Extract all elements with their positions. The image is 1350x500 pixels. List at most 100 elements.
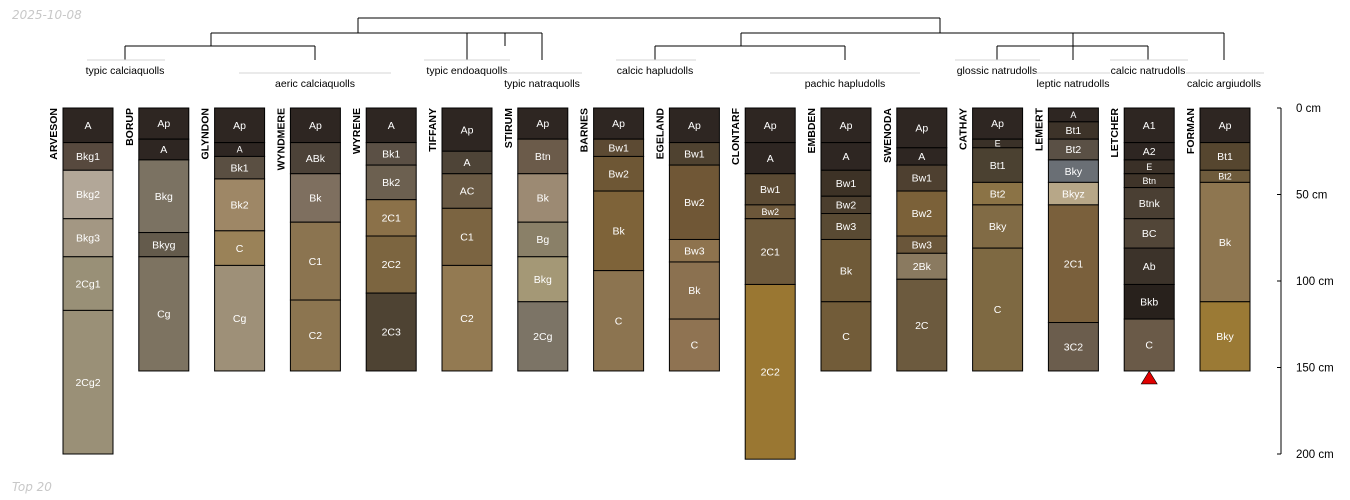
horizon-label: Bw3 [836, 221, 857, 233]
horizon-label: Bw2 [684, 197, 705, 209]
horizon-label: Bw1 [836, 178, 857, 190]
taxon-label: typic natraquolls [504, 78, 580, 90]
profile-name: WYNDMERE [275, 108, 287, 170]
horizon-block [896, 252, 948, 280]
horizon-block [593, 107, 645, 140]
horizon-label: BC [1142, 228, 1157, 240]
horizon-block [289, 173, 341, 223]
horizon-label: C1 [309, 256, 323, 268]
horizon-label: C [842, 331, 850, 343]
date-stamp: 2025-10-08 [12, 8, 82, 22]
horizon-label: ABk [306, 153, 326, 165]
profile-name: ARVESON [48, 108, 60, 160]
taxon-label: aeric calciaquolls [275, 78, 355, 90]
horizon-label: Ap [233, 120, 246, 132]
taxon-label: calcic argiudolls [1187, 78, 1261, 90]
horizon-label: Bk1 [382, 149, 400, 161]
horizon-label: Bt2 [990, 188, 1006, 200]
horizon-label: AC [460, 186, 475, 198]
profile-egeland: EGELAND Ap Bw1 Bw2 Bw3 Bk C [654, 107, 720, 372]
horizon-label: Ap [536, 118, 549, 130]
taxon-label: typic calciaquolls [86, 65, 165, 77]
horizon-label: Bt1 [990, 160, 1006, 172]
horizon-label: A [842, 151, 849, 163]
horizon-label: Bw2 [836, 200, 857, 212]
horizon-label: Bkg [155, 191, 173, 203]
horizon-label: C [1145, 340, 1153, 352]
horizon-block [138, 159, 190, 234]
horizon-label: Bw1 [912, 173, 933, 185]
axis-tick-label: 150 cm [1296, 363, 1334, 375]
profile-letcher: LETCHER A1 A2 E Btn Btnk BC Ab Bkb C [1109, 107, 1175, 372]
horizon-block [214, 264, 266, 372]
profile-name: TIFFANY [427, 108, 439, 152]
profile-glyndon: GLYNDON Ap A Bk1 Bk2 C Cg [200, 107, 266, 372]
warning-triangle-icon [1140, 370, 1158, 385]
horizon-block [820, 213, 872, 240]
axis-tick-label: 200 cm [1296, 449, 1334, 461]
profile-wyrene: WYRENE A Bk1 Bk2 2C1 2C2 2C3 [351, 107, 417, 372]
horizon-label: Cg [233, 313, 247, 325]
horizon-block [593, 155, 645, 192]
horizon-block [668, 261, 720, 320]
footer-label: Top 20 [12, 480, 52, 494]
horizon-block [744, 283, 796, 460]
horizon-label: 2C1 [382, 213, 401, 225]
horizon-label: C2 [309, 330, 323, 342]
horizon-block [896, 278, 948, 372]
horizon-label: Ap [1219, 120, 1232, 132]
horizon-label: A [160, 144, 167, 156]
horizon-block [896, 107, 948, 149]
horizon-label: E [995, 139, 1001, 149]
horizon-block [896, 164, 948, 192]
horizon-label: Bw2 [608, 168, 629, 180]
profile-arveson: ARVESON A Bkg1 Bkg2 Bkg3 2Cg1 2Cg2 [48, 107, 114, 455]
horizon-block [744, 142, 796, 175]
horizon-label: 2C1 [1064, 258, 1083, 270]
profile-swenoda: SWENODA Ap A Bw1 Bw2 Bw3 2Bk 2C [882, 107, 948, 372]
axis-tick-label: 50 cm [1296, 190, 1327, 202]
horizon-label: A [463, 157, 470, 169]
horizon-label: Cg [157, 309, 171, 321]
horizon-block [441, 264, 493, 372]
horizon-label: Ab [1143, 261, 1156, 273]
horizon-label: Bk [537, 193, 550, 205]
profile-name: SWENODA [882, 108, 894, 163]
horizon-block [62, 309, 114, 455]
horizon-block [62, 107, 114, 144]
horizon-label: Bkg1 [76, 151, 100, 163]
horizon-label: 2Cg [533, 331, 552, 343]
horizon-block [289, 107, 341, 144]
horizon-block [820, 142, 872, 171]
horizon-label: Bw2 [761, 207, 779, 217]
horizon-block [62, 256, 114, 311]
horizon-label: 2C2 [382, 259, 401, 271]
taxon-label: pachic hapludolls [805, 78, 886, 90]
profile-lemert: LEMERT A Bt1 Bt2 Bky Bkyz 2C1 3C2 [1033, 107, 1099, 372]
profile-name: EGELAND [654, 108, 666, 160]
horizon-label: 2C1 [761, 246, 780, 258]
taxon-label: calcic natrudolls [1111, 65, 1186, 77]
horizon-label: A [767, 153, 774, 165]
horizon-label: Bg [536, 234, 549, 246]
horizon-label: A [84, 120, 91, 132]
horizon-block [1199, 181, 1251, 303]
horizon-block [1123, 107, 1175, 144]
horizon-block [972, 107, 1024, 140]
horizon-label: C [691, 340, 699, 352]
profile-name: LETCHER [1109, 108, 1121, 158]
horizon-block [365, 235, 417, 294]
horizon-label: Bk [612, 226, 625, 238]
horizon-block [972, 147, 1024, 183]
horizon-label: C2 [460, 313, 474, 325]
horizon-block [972, 247, 1024, 372]
horizon-block [365, 107, 417, 144]
profile-name: BARNES [579, 108, 591, 152]
horizon-label: Bt2 [1218, 171, 1232, 181]
horizon-block [517, 301, 569, 372]
horizon-block [668, 164, 720, 240]
profile-name: FORMAN [1185, 108, 1197, 154]
horizon-label: Bkyz [1062, 188, 1085, 200]
